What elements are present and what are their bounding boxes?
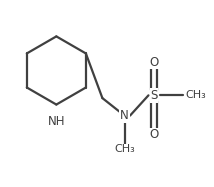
Text: NH: NH: [48, 115, 65, 128]
Text: N: N: [120, 109, 129, 122]
Text: O: O: [149, 56, 159, 69]
Text: O: O: [149, 128, 159, 141]
Text: CH₃: CH₃: [114, 144, 135, 154]
Text: CH₃: CH₃: [185, 90, 206, 100]
Text: S: S: [150, 89, 158, 102]
